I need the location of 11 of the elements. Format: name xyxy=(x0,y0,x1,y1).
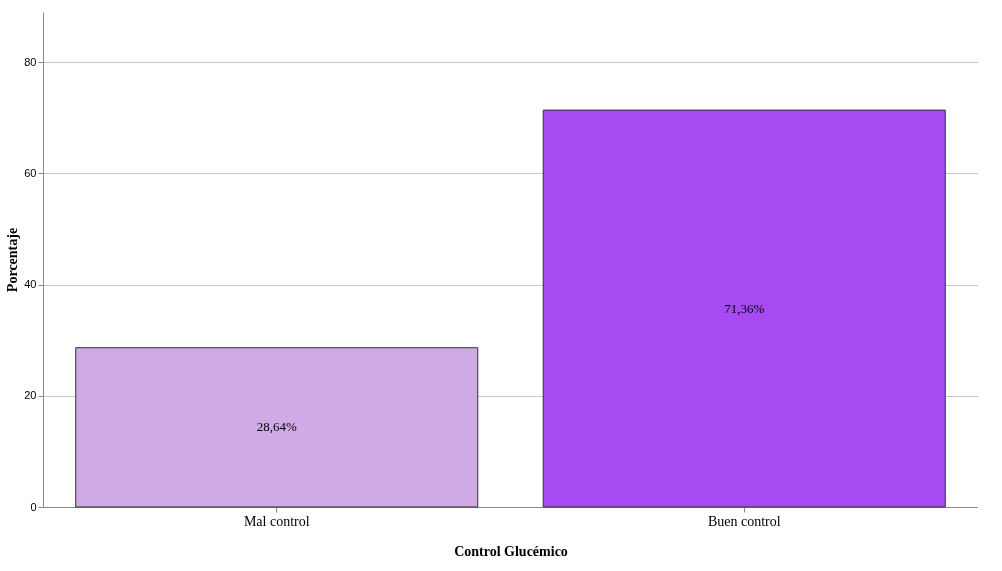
y-tick-label: 80 xyxy=(24,55,37,68)
x-axis-title: Control Glucémico xyxy=(454,543,568,559)
y-tick-label: 20 xyxy=(24,389,37,402)
y-axis-title: Porcentaje xyxy=(5,227,21,293)
data-label: 28,64% xyxy=(256,419,297,435)
y-tick-label: 40 xyxy=(24,278,37,291)
y-tick-label: 0 xyxy=(30,500,37,513)
x-tick-label: Mal control xyxy=(243,513,310,529)
data-label: 71,36% xyxy=(724,300,765,316)
y-tick-label: 60 xyxy=(24,166,37,179)
x-tick-label: Buen control xyxy=(707,513,781,529)
